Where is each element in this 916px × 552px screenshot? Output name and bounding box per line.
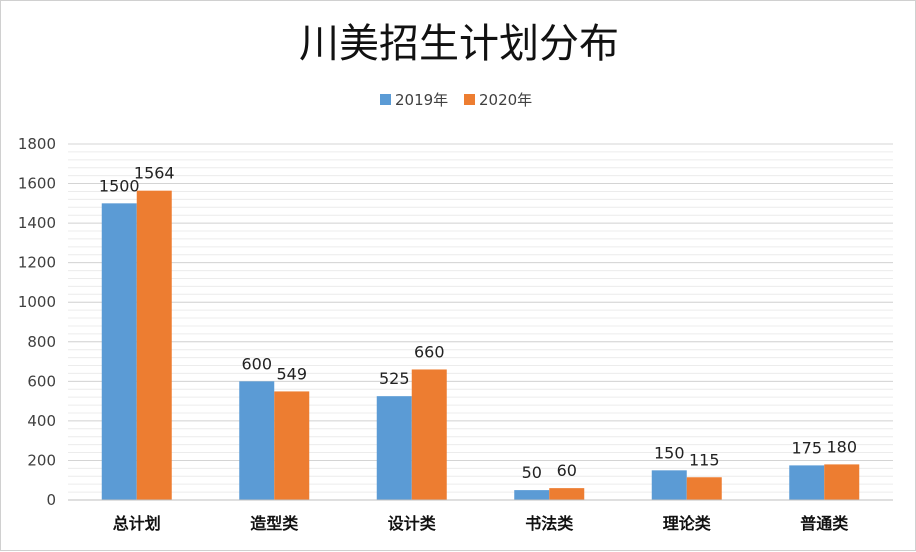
x-tick-label: 普通类	[800, 514, 849, 533]
data-label: 660	[414, 342, 445, 361]
y-tick-label: 1800	[18, 135, 56, 153]
x-tick-label: 书法类	[525, 514, 574, 533]
x-tick-label: 设计类	[388, 514, 437, 533]
y-tick-label: 200	[27, 451, 56, 469]
data-label: 180	[826, 437, 857, 456]
bar	[136, 190, 172, 501]
legend-swatch-2020	[464, 94, 475, 105]
y-tick-label: 1200	[18, 254, 56, 272]
legend: 2019年 2020年	[380, 91, 532, 109]
x-axis: 总计划 造型类 设计类 书法类 理论类 普通类	[68, 499, 893, 533]
bar	[239, 381, 275, 500]
y-tick-label: 400	[27, 412, 56, 430]
data-label: 60	[557, 461, 577, 480]
legend-label-2020: 2020年	[479, 91, 532, 109]
bar	[411, 369, 447, 500]
data-label: 175	[791, 438, 822, 457]
data-label: 150	[654, 443, 685, 462]
data-label: 525	[379, 369, 410, 388]
y-tick-label: 600	[27, 372, 56, 390]
data-label: 50	[522, 463, 542, 482]
data-label: 1500	[99, 176, 140, 195]
x-tick-label: 造型类	[250, 514, 299, 533]
bar	[651, 470, 687, 500]
y-tick-label: 1600	[18, 175, 56, 193]
y-axis: 0 200 400 600 800 1000 1200 1400 1600 1800	[18, 135, 56, 509]
bar	[824, 464, 860, 500]
data-label: 549	[276, 364, 307, 383]
bar	[101, 203, 137, 501]
data-label: 115	[689, 450, 720, 469]
bar	[789, 465, 825, 500]
bars	[101, 190, 860, 501]
x-tick-label: 总计划	[113, 514, 161, 533]
legend-swatch-2019	[380, 94, 391, 105]
chart-title: 川美招生计划分布	[299, 21, 619, 67]
data-label: 1564	[134, 164, 175, 183]
data-label: 600	[241, 354, 272, 373]
y-tick-label: 800	[27, 333, 56, 351]
y-tick-label: 1400	[18, 214, 56, 232]
gridlines	[68, 143, 893, 501]
bar	[514, 490, 550, 500]
bar	[549, 488, 585, 500]
y-tick-label: 0	[46, 491, 56, 509]
bar	[376, 396, 412, 500]
bar	[274, 391, 310, 500]
y-tick-label: 1000	[18, 293, 56, 311]
legend-label-2019: 2019年	[395, 91, 448, 109]
bar	[686, 477, 722, 500]
x-tick-label: 理论类	[663, 514, 712, 533]
